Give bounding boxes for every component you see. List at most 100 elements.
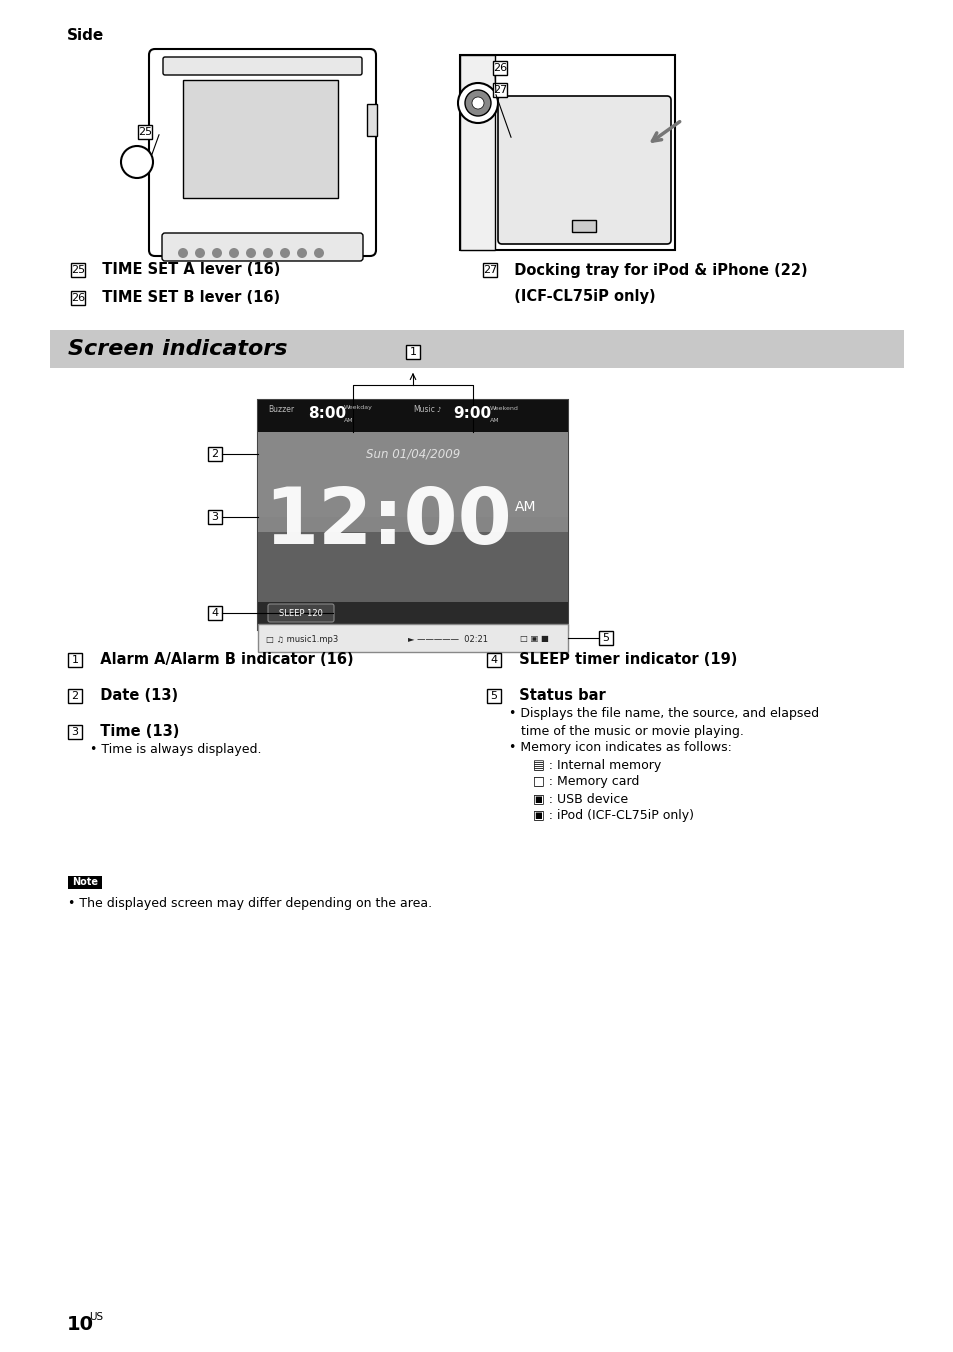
- Text: 2: 2: [212, 449, 218, 458]
- Text: ► —————  02:21: ► ————— 02:21: [408, 634, 488, 644]
- Bar: [486, 653, 500, 667]
- Circle shape: [194, 247, 205, 258]
- Text: 5: 5: [490, 691, 497, 700]
- Circle shape: [212, 247, 222, 258]
- FancyBboxPatch shape: [162, 233, 363, 261]
- Text: 3: 3: [212, 512, 218, 522]
- Text: □ ♫ music1.mp3: □ ♫ music1.mp3: [266, 634, 338, 644]
- Text: 12:00: 12:00: [264, 484, 512, 560]
- Bar: [459, 55, 495, 250]
- Text: AM: AM: [344, 418, 354, 422]
- Text: 10: 10: [67, 1315, 94, 1334]
- Circle shape: [296, 247, 307, 258]
- Circle shape: [472, 97, 483, 110]
- Bar: [208, 510, 222, 525]
- Bar: [598, 631, 613, 645]
- Text: 26: 26: [71, 293, 85, 303]
- FancyBboxPatch shape: [163, 57, 361, 74]
- Text: Sun 01/04/2009: Sun 01/04/2009: [366, 448, 459, 461]
- Bar: [68, 876, 102, 890]
- Text: time of the music or movie playing.: time of the music or movie playing.: [509, 725, 743, 737]
- Text: SLEEP timer indicator (19): SLEEP timer indicator (19): [509, 653, 737, 668]
- Text: 26: 26: [493, 64, 507, 73]
- Text: 3: 3: [71, 727, 78, 737]
- Circle shape: [280, 247, 290, 258]
- Circle shape: [121, 146, 152, 178]
- Circle shape: [457, 82, 497, 123]
- Text: ♪: ♪: [436, 407, 440, 412]
- Bar: [257, 516, 567, 531]
- Circle shape: [246, 247, 255, 258]
- Bar: [406, 345, 419, 360]
- Text: Weekday: Weekday: [344, 406, 373, 411]
- Text: ▤ : Internal memory: ▤ : Internal memory: [509, 758, 660, 772]
- Bar: [257, 433, 567, 602]
- Text: (ICF-CL75iP only): (ICF-CL75iP only): [503, 288, 655, 303]
- Text: 27: 27: [493, 85, 507, 95]
- Bar: [68, 725, 82, 740]
- Bar: [257, 602, 567, 625]
- Circle shape: [178, 247, 188, 258]
- Text: • Memory icon indicates as follows:: • Memory icon indicates as follows:: [509, 741, 731, 754]
- Text: SLEEP 120: SLEEP 120: [279, 608, 323, 618]
- Text: • The displayed screen may differ depending on the area.: • The displayed screen may differ depend…: [68, 896, 432, 910]
- Text: TIME SET B lever (16): TIME SET B lever (16): [91, 291, 280, 306]
- Bar: [493, 61, 506, 74]
- Text: 8:00: 8:00: [308, 407, 346, 422]
- Circle shape: [263, 247, 273, 258]
- Text: 25: 25: [71, 265, 85, 274]
- Text: Time (13): Time (13): [90, 725, 179, 740]
- Bar: [459, 55, 675, 250]
- Bar: [50, 330, 903, 368]
- FancyBboxPatch shape: [268, 604, 334, 622]
- Text: Note: Note: [71, 877, 98, 887]
- Bar: [257, 400, 567, 433]
- Text: Docking tray for iPod & iPhone (22): Docking tray for iPod & iPhone (22): [503, 262, 807, 277]
- Text: 2: 2: [71, 691, 78, 700]
- Circle shape: [314, 247, 324, 258]
- Text: 25: 25: [138, 127, 152, 137]
- Circle shape: [229, 247, 239, 258]
- Text: TIME SET A lever (16): TIME SET A lever (16): [91, 262, 280, 277]
- Bar: [138, 124, 152, 139]
- Bar: [486, 690, 500, 703]
- FancyBboxPatch shape: [149, 49, 375, 256]
- Text: ▣ : iPod (ICF-CL75iP only): ▣ : iPod (ICF-CL75iP only): [509, 810, 693, 822]
- Text: □ ▣ ■: □ ▣ ■: [519, 634, 548, 644]
- Text: 9:00: 9:00: [453, 407, 491, 422]
- Text: AM: AM: [515, 500, 537, 514]
- Bar: [208, 448, 222, 461]
- Bar: [71, 291, 85, 306]
- Bar: [257, 433, 567, 516]
- Text: • Time is always displayed.: • Time is always displayed.: [90, 744, 261, 757]
- Bar: [572, 220, 596, 233]
- Text: 4: 4: [490, 654, 497, 665]
- Circle shape: [464, 91, 491, 116]
- Text: US: US: [89, 1311, 103, 1322]
- Text: Weekend: Weekend: [490, 406, 518, 411]
- Text: 1: 1: [409, 347, 416, 357]
- Bar: [208, 606, 222, 621]
- Text: Buzzer: Buzzer: [268, 406, 294, 415]
- Bar: [71, 264, 85, 277]
- Text: Music: Music: [413, 406, 435, 415]
- Bar: [257, 400, 567, 630]
- Bar: [183, 80, 337, 197]
- Text: • Displays the file name, the source, and elapsed: • Displays the file name, the source, an…: [509, 707, 819, 721]
- Text: AM: AM: [490, 418, 499, 422]
- Text: ▣ : USB device: ▣ : USB device: [509, 792, 627, 806]
- Bar: [68, 653, 82, 667]
- Text: Alarm A/Alarm B indicator (16): Alarm A/Alarm B indicator (16): [90, 653, 354, 668]
- FancyBboxPatch shape: [367, 104, 376, 137]
- Bar: [493, 82, 506, 97]
- Bar: [68, 690, 82, 703]
- Text: Side: Side: [67, 28, 104, 43]
- Text: 5: 5: [602, 633, 609, 644]
- Text: Status bar: Status bar: [509, 688, 605, 703]
- Text: 1: 1: [71, 654, 78, 665]
- Text: □ : Memory card: □ : Memory card: [509, 776, 639, 788]
- Text: Date (13): Date (13): [90, 688, 178, 703]
- Bar: [482, 264, 497, 277]
- Bar: [257, 625, 567, 652]
- Text: Screen indicators: Screen indicators: [68, 339, 287, 360]
